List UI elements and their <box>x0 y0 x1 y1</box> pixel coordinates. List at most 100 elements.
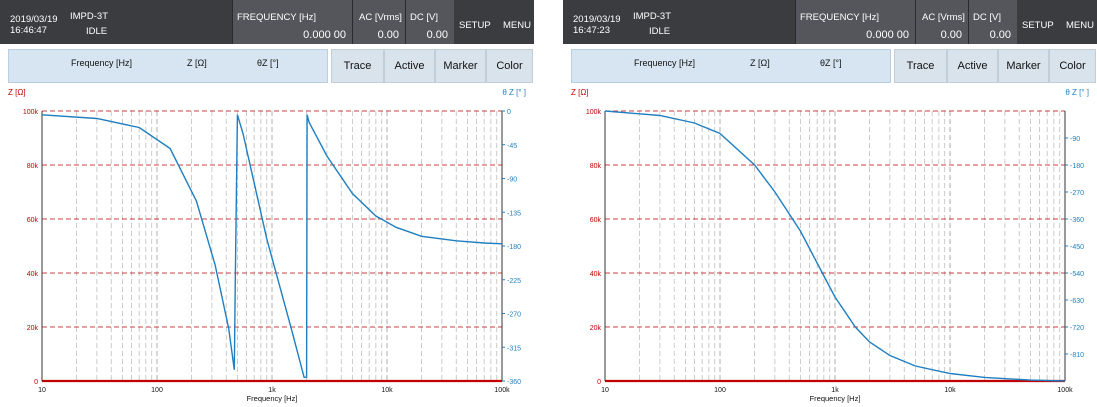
frequency-header: Frequency [Hz] <box>634 58 696 68</box>
date-text: 2019/03/19 <box>573 14 621 25</box>
x-tick-label: 100 <box>151 387 163 394</box>
impedance-header: Z [Ω] <box>750 58 770 68</box>
x-tick-label: 10 <box>38 387 46 394</box>
toolbar: Frequency [Hz] Z [Ω] θZ [°] Trace Active… <box>0 44 534 84</box>
frequency-header: Frequency [Hz] <box>71 58 133 68</box>
right-tick-label: -540 <box>1070 271 1084 278</box>
ac-label: AC [Vrms] <box>922 12 965 23</box>
impedance-panel-left: 2019/03/19 16:46:47 IMPD-3T IDLE FREQUEN… <box>0 0 534 407</box>
model-text: IMPD-3T <box>70 11 108 22</box>
ac-readout[interactable]: AC [Vrms] 0.00 <box>915 0 968 44</box>
left-tick-label: 100k <box>586 109 602 116</box>
tab-active[interactable]: Active <box>947 49 998 83</box>
right-tick-label: -810 <box>1070 352 1084 359</box>
date-text: 2019/03/19 <box>10 14 58 25</box>
x-tick-label: 10k <box>381 387 393 394</box>
frequency-value: 0.000 00 <box>866 29 909 41</box>
impedance-panel-right: 2019/03/19 16:47:23 IMPD-3T IDLE FREQUEN… <box>563 0 1097 407</box>
ac-value: 0.00 <box>940 29 962 41</box>
phase-trace <box>604 110 1066 382</box>
frequency-readout[interactable]: FREQUENCY [Hz] 0.000 00 <box>795 0 915 44</box>
right-tick-label: -180 <box>507 244 521 251</box>
impedance-plot[interactable]: 0 20k 40k 60k 80k 100k -90 -180 -270 -360 -450 -540… <box>563 96 1097 407</box>
menu-button[interactable]: MENU <box>503 20 531 31</box>
x-axis-title: Frequency [Hz] <box>810 394 861 403</box>
left-tick-label: 40k <box>590 271 602 278</box>
left-tick-label: 40k <box>27 271 39 278</box>
x-tick-label: 1k <box>831 387 839 394</box>
model-text: IMPD-3T <box>633 11 671 22</box>
status-text: IDLE <box>649 26 671 37</box>
x-tick-label: 1k <box>268 387 276 394</box>
frequency-label: FREQUENCY [Hz] <box>800 12 880 23</box>
dc-readout[interactable]: DC [V] 0.00 <box>968 0 1017 44</box>
left-tick-label: 60k <box>590 217 602 224</box>
right-tick-label: -90 <box>507 177 517 184</box>
right-tick-label: -315 <box>507 345 521 352</box>
phase-header: θZ [°] <box>820 58 842 68</box>
left-tick-label: 80k <box>27 163 39 170</box>
tab-active[interactable]: Active <box>384 49 435 83</box>
dc-label: DC [V] <box>410 12 438 23</box>
column-header-box: Frequency [Hz] Z [Ω] θZ [°] <box>8 49 328 83</box>
right-axis-title: θ Z [° ] <box>502 88 526 97</box>
ac-readout[interactable]: AC [Vrms] 0.00 <box>352 0 405 44</box>
left-tick-label: 20k <box>27 325 39 332</box>
right-axis-title: θ Z [° ] <box>1065 88 1089 97</box>
left-tick-label: 0 <box>597 379 601 386</box>
ac-value: 0.00 <box>377 29 399 41</box>
right-tick-label: -360 <box>1070 217 1084 224</box>
setup-button[interactable]: SETUP <box>1022 20 1054 31</box>
left-tick-label: 60k <box>27 217 39 224</box>
right-tick-label: -450 <box>1070 244 1084 251</box>
left-axis-title: Z [Ω] <box>571 88 589 97</box>
dc-value: 0.00 <box>989 29 1011 41</box>
toolbar: Frequency [Hz] Z [Ω] θZ [°] Trace Active… <box>563 44 1097 84</box>
phase-trace <box>41 114 503 378</box>
x-tick-label: 100k <box>1057 387 1073 394</box>
status-text: IDLE <box>86 26 108 37</box>
right-tick-label: -360 <box>507 379 521 386</box>
right-tick-label: -270 <box>1070 190 1084 197</box>
x-tick-label: 10k <box>944 387 956 394</box>
tab-color[interactable]: Color <box>1049 49 1096 83</box>
tab-marker[interactable]: Marker <box>435 49 486 83</box>
time-text: 16:46:47 <box>10 25 47 36</box>
status-bar: 2019/03/19 16:47:23 IMPD-3T IDLE FREQUEN… <box>563 0 1097 44</box>
right-tick-label: -90 <box>1070 136 1080 143</box>
right-tick-label: -270 <box>507 312 521 319</box>
x-tick-label: 100 <box>714 387 726 394</box>
left-tick-label: 80k <box>590 163 602 170</box>
right-tick-label: -225 <box>507 278 521 285</box>
x-tick-label: 10 <box>601 387 609 394</box>
right-tick-label: 0 <box>507 109 511 116</box>
ac-label: AC [Vrms] <box>359 12 402 23</box>
left-tick-label: 0 <box>34 379 38 386</box>
column-header-box: Frequency [Hz] Z [Ω] θZ [°] <box>571 49 891 83</box>
left-axis-title: Z [Ω] <box>8 88 26 97</box>
tab-marker[interactable]: Marker <box>998 49 1049 83</box>
frequency-readout[interactable]: FREQUENCY [Hz] 0.000 00 <box>232 0 352 44</box>
time-text: 16:47:23 <box>573 25 610 36</box>
frequency-label: FREQUENCY [Hz] <box>237 12 317 23</box>
tab-color[interactable]: Color <box>486 49 533 83</box>
status-bar: 2019/03/19 16:46:47 IMPD-3T IDLE FREQUEN… <box>0 0 534 44</box>
x-axis-title: Frequency [Hz] <box>247 394 298 403</box>
tab-trace[interactable]: Trace <box>331 49 384 83</box>
dc-readout[interactable]: DC [V] 0.00 <box>405 0 454 44</box>
left-tick-label: 20k <box>590 325 602 332</box>
impedance-plot[interactable]: 0 20k 40k 60k 80k 100k 0 -45 -90 -135 -180 -225 -270… <box>0 96 534 407</box>
right-tick-label: -630 <box>1070 298 1084 305</box>
x-tick-label: 100k <box>494 387 510 394</box>
left-tick-label: 100k <box>23 109 39 116</box>
tab-trace[interactable]: Trace <box>894 49 947 83</box>
dc-label: DC [V] <box>973 12 1001 23</box>
phase-header: θZ [°] <box>257 58 279 68</box>
menu-button[interactable]: MENU <box>1066 20 1094 31</box>
impedance-header: Z [Ω] <box>187 58 207 68</box>
setup-button[interactable]: SETUP <box>459 20 491 31</box>
frequency-value: 0.000 00 <box>303 29 346 41</box>
dc-value: 0.00 <box>426 29 448 41</box>
right-tick-label: -180 <box>1070 163 1084 170</box>
right-tick-label: -45 <box>507 143 517 150</box>
